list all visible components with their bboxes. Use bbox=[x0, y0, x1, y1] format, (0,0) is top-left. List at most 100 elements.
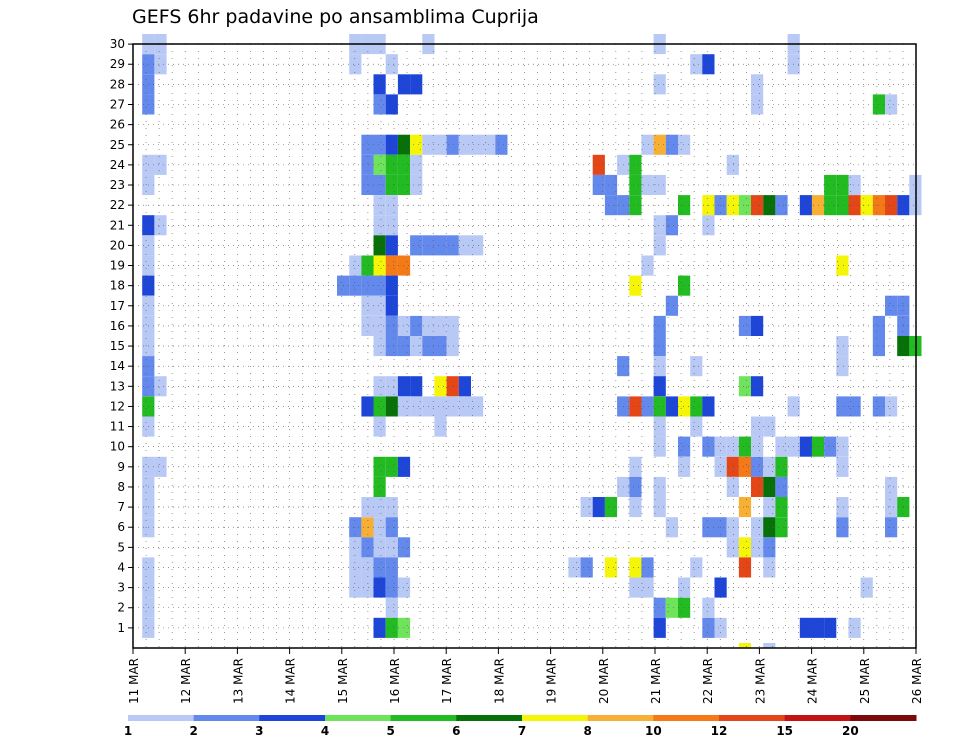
heatmap-cell bbox=[653, 215, 666, 236]
colorbar-segment bbox=[522, 715, 589, 721]
y-tick-label: 17 bbox=[110, 299, 125, 313]
heatmap-cell bbox=[738, 557, 752, 578]
colorbar-tick-label: 3 bbox=[255, 724, 263, 738]
heatmap-cell bbox=[824, 617, 837, 638]
heatmap-cell bbox=[385, 54, 398, 75]
heatmap-cell bbox=[653, 497, 666, 518]
heatmap-cell bbox=[775, 517, 788, 538]
y-tick-label: 15 bbox=[110, 339, 125, 353]
heatmap-cell bbox=[653, 376, 666, 397]
heatmap-cell bbox=[629, 497, 642, 518]
colorbar-tick-label: 2 bbox=[189, 724, 197, 738]
heatmap-cell bbox=[434, 134, 447, 155]
heatmap-cell bbox=[885, 517, 898, 538]
heatmap-cell bbox=[714, 456, 727, 477]
heatmap-cell bbox=[690, 557, 703, 578]
heatmap-cell bbox=[361, 537, 374, 558]
heatmap-cell bbox=[629, 275, 642, 296]
heatmap-cell bbox=[349, 577, 362, 598]
heatmap-cell bbox=[653, 235, 666, 256]
heatmap-cell bbox=[361, 517, 374, 538]
heatmap-cell bbox=[483, 134, 496, 155]
heatmap-cell bbox=[495, 134, 508, 155]
heatmap-cell bbox=[410, 154, 423, 175]
heatmap-cell bbox=[446, 396, 459, 417]
heatmap-cell bbox=[836, 255, 849, 276]
x-tick-label: 23 MAR bbox=[753, 658, 767, 704]
colorbar-tick-label: 10 bbox=[645, 724, 662, 738]
heatmap-cell bbox=[349, 54, 362, 75]
y-tick-label: 21 bbox=[110, 218, 125, 232]
heatmap-cell bbox=[678, 275, 691, 296]
y-tick-label: 5 bbox=[117, 540, 125, 554]
y-tick-label: 10 bbox=[110, 440, 125, 454]
heatmap-cell bbox=[373, 476, 386, 497]
heatmap-cell bbox=[860, 195, 873, 216]
heatmap-cell bbox=[373, 195, 386, 216]
heatmap-cell bbox=[738, 537, 752, 558]
y-axis: 1234567891011121314151617181920212223242… bbox=[110, 37, 133, 635]
heatmap-cell bbox=[848, 617, 861, 638]
y-tick-label: 25 bbox=[110, 138, 125, 152]
heatmap-cell bbox=[373, 154, 386, 175]
heatmap-cell bbox=[799, 617, 812, 638]
heatmap-cell bbox=[775, 476, 788, 497]
heatmap-cell bbox=[836, 336, 849, 357]
heatmap-cell bbox=[653, 174, 666, 195]
x-tick-label: 16 MAR bbox=[388, 658, 402, 704]
colorbar-tick-label: 8 bbox=[583, 724, 591, 738]
heatmap-cell bbox=[726, 436, 739, 457]
heatmap-cell bbox=[665, 396, 678, 417]
heatmap-cell bbox=[373, 275, 386, 296]
heatmap-cell bbox=[385, 275, 398, 296]
heatmap-cell bbox=[641, 577, 654, 598]
heatmap-cell bbox=[629, 174, 642, 195]
heatmap-cell bbox=[641, 255, 654, 276]
heatmap-cell bbox=[580, 557, 593, 578]
heatmap-cell bbox=[361, 295, 374, 316]
heatmap-cell bbox=[738, 497, 752, 518]
colorbar-tick-label: 20 bbox=[842, 724, 859, 738]
y-tick-label: 18 bbox=[110, 279, 125, 293]
x-tick-label: 20 MAR bbox=[597, 658, 611, 704]
heatmap-cell bbox=[738, 456, 752, 477]
heatmap-cell bbox=[726, 195, 739, 216]
heatmap-cell bbox=[836, 195, 849, 216]
heatmap-cell bbox=[763, 476, 776, 497]
heatmap-cell bbox=[434, 336, 447, 357]
y-tick-label: 26 bbox=[110, 118, 125, 132]
heatmap-cell bbox=[385, 517, 398, 538]
heatmap-cell bbox=[848, 396, 861, 417]
heatmap-cell bbox=[373, 336, 386, 357]
x-tick-label: 17 MAR bbox=[440, 658, 454, 704]
heatmap-cell bbox=[373, 134, 386, 155]
heatmap-cell bbox=[836, 356, 849, 377]
heatmap-cell bbox=[885, 295, 898, 316]
heatmap-cell bbox=[665, 215, 678, 236]
heatmap-cell bbox=[373, 74, 386, 95]
colorbar-segment bbox=[259, 715, 326, 721]
heatmap-cell bbox=[361, 134, 374, 155]
colorbar-segment bbox=[587, 715, 654, 721]
heatmap-cell bbox=[738, 643, 752, 648]
heatmap-cell bbox=[751, 476, 764, 497]
heatmap-cell bbox=[751, 376, 764, 397]
heatmap-cell bbox=[653, 74, 666, 95]
heatmap-cell bbox=[154, 376, 167, 397]
heatmap-cell bbox=[751, 315, 764, 336]
heatmap-cell bbox=[848, 174, 861, 195]
y-tick-label: 12 bbox=[110, 399, 125, 413]
heatmap-cell bbox=[458, 235, 471, 256]
heatmap-cell bbox=[665, 597, 678, 618]
heatmap-cell bbox=[373, 537, 386, 558]
colorbar-segment bbox=[193, 715, 260, 721]
heatmap-cell bbox=[836, 456, 849, 477]
heatmap-cell bbox=[690, 356, 703, 377]
heatmap-cell bbox=[385, 557, 398, 578]
y-tick-label: 11 bbox=[110, 420, 125, 434]
heatmap-cell bbox=[446, 336, 459, 357]
heatmap-cell bbox=[775, 456, 788, 477]
colorbar-segment bbox=[325, 715, 392, 721]
colorbar-segment bbox=[784, 715, 851, 721]
heatmap-cell bbox=[885, 94, 898, 115]
